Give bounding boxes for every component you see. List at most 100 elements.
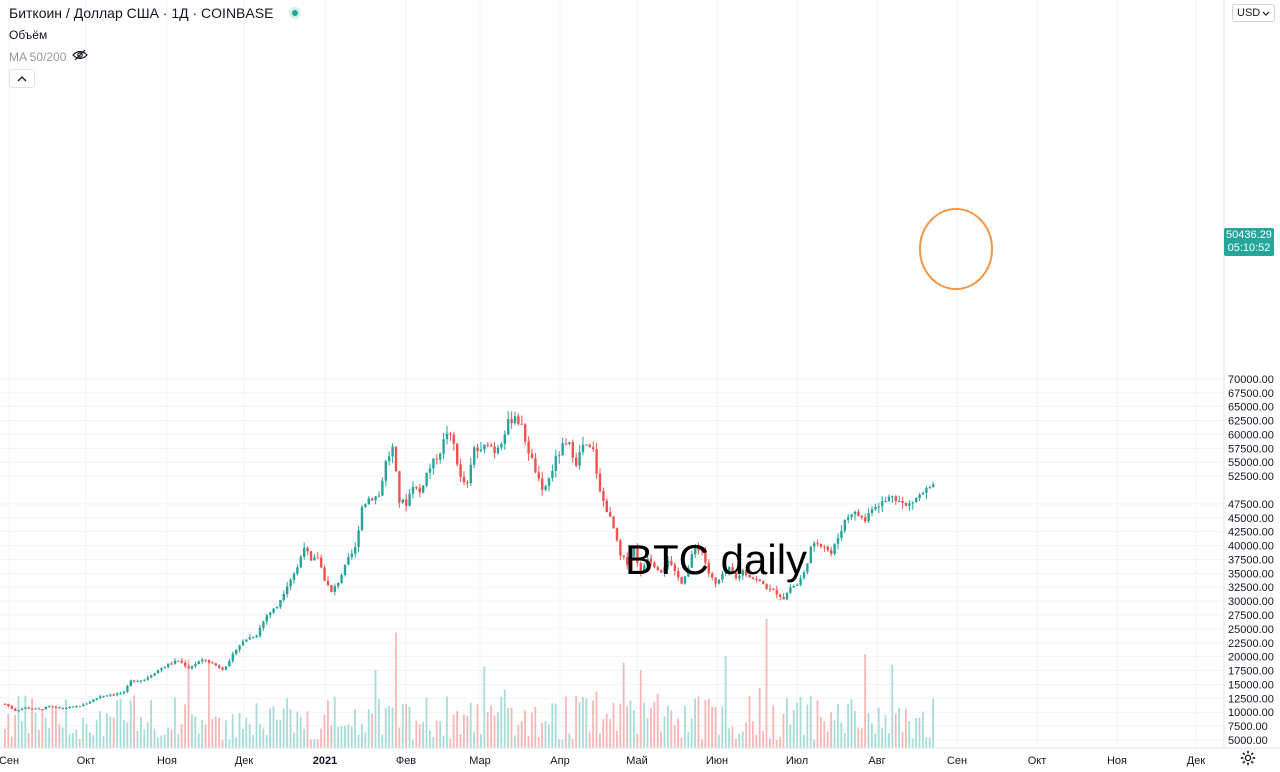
volume-bar	[718, 734, 720, 748]
volume-bar	[704, 700, 707, 748]
currency-selector[interactable]: USD	[1232, 4, 1276, 22]
candle-body	[782, 596, 785, 600]
volume-bar	[629, 700, 632, 748]
eye-crossed-icon[interactable]	[72, 49, 89, 64]
volume-bar	[524, 710, 526, 748]
candle-body	[160, 668, 163, 671]
candle-body	[347, 556, 350, 565]
volume-bar	[330, 725, 333, 748]
volume-bar	[843, 733, 846, 748]
candle-body	[473, 447, 476, 465]
volume-bar	[58, 723, 61, 748]
price-tick-label: 42500.00	[1228, 527, 1274, 539]
volume-bar	[286, 698, 288, 748]
volume-bar	[779, 737, 781, 748]
candle-body	[826, 546, 829, 551]
candle-body	[313, 557, 316, 561]
volume-bar	[126, 722, 129, 748]
volume-bar	[21, 721, 23, 748]
volume-bar	[320, 728, 322, 748]
candle-body	[401, 499, 404, 503]
candle-body	[167, 663, 170, 668]
candle-body	[37, 708, 41, 710]
market-open-icon	[289, 7, 302, 19]
candle-body	[887, 496, 891, 501]
price-tick-label: 37500.00	[1228, 554, 1274, 566]
candle-body	[309, 551, 313, 561]
time-tick-label: Дек	[235, 755, 254, 767]
volume-bar	[248, 724, 251, 748]
candle-body	[626, 557, 629, 565]
volume-bar	[102, 736, 105, 748]
volume-bar	[388, 706, 390, 748]
volume-bar	[38, 729, 40, 748]
volume-bar	[469, 702, 472, 748]
volume-indicator-label[interactable]: Объём	[9, 28, 48, 42]
volume-bar	[864, 654, 866, 748]
volume-bar	[619, 703, 622, 748]
price-tick-label: 57500.00	[1228, 443, 1274, 455]
candle-body	[884, 500, 887, 502]
candle-body	[908, 503, 911, 506]
volume-bar	[680, 737, 683, 748]
candle-body	[585, 444, 588, 446]
volume-bar	[344, 725, 346, 748]
volume-bar	[129, 700, 132, 748]
candle-body	[272, 608, 275, 613]
volume-bar	[483, 666, 486, 748]
candle-body	[245, 639, 248, 642]
price-scale[interactable]: 5000.00 7500.00 10000.00 12500.00 15000.0017…	[1228, 374, 1274, 747]
volume-bar	[72, 733, 74, 748]
volume-bar	[446, 696, 448, 748]
candle-body	[932, 484, 935, 488]
candle-body	[143, 679, 146, 681]
volume-bar	[758, 687, 761, 748]
candle-body	[874, 506, 877, 510]
volume-bar	[89, 732, 91, 748]
volume-bar	[459, 733, 462, 748]
symbol-title[interactable]: Биткоин / Доллар США · 1Д · COINBASE	[9, 5, 274, 21]
volume-bar	[527, 735, 530, 748]
volume-bar	[860, 728, 863, 748]
candle-body	[381, 480, 384, 496]
ma-indicator-label[interactable]: MA 50/200	[9, 49, 89, 64]
volume-bar	[340, 725, 343, 748]
candle-body	[248, 637, 251, 640]
volume-bar	[313, 739, 316, 748]
settings-gear-icon[interactable]	[1240, 750, 1256, 770]
collapse-legend-button[interactable]	[9, 69, 35, 88]
currency-label: USD	[1237, 7, 1261, 19]
volume-bar	[55, 706, 57, 748]
volume-bar	[269, 708, 271, 748]
candle-body	[541, 478, 544, 490]
volume-bar	[554, 703, 557, 748]
candle-body	[524, 424, 527, 442]
candle-body	[622, 555, 625, 558]
volume-bar	[296, 711, 299, 748]
candle-body	[520, 423, 523, 425]
volume-bar	[646, 718, 649, 748]
volume-bar	[235, 737, 237, 748]
price-tick-label: 27500.00	[1228, 610, 1274, 622]
volume-bar	[211, 719, 214, 748]
candle-body	[435, 458, 438, 460]
volume-bar	[456, 711, 458, 748]
volume-bar	[364, 732, 367, 748]
volume-bar	[174, 697, 176, 748]
volume-bar	[653, 702, 656, 748]
candle-body	[483, 444, 486, 450]
volume-bar	[327, 700, 329, 748]
candle-body	[683, 576, 687, 584]
candle-body	[632, 547, 636, 557]
time-scale[interactable]: Сен Окт Ноя Дек 2021 Фев Мар Апр Май Июн Июл Авг Сен…	[0, 755, 1205, 767]
volume-bar	[10, 736, 13, 748]
volume-bar	[558, 739, 560, 748]
candle-body	[806, 563, 809, 573]
price-tick-label: 35000.00	[1228, 568, 1274, 580]
volume-bar	[891, 664, 894, 748]
candle-body	[734, 573, 738, 579]
volume-bar	[391, 707, 394, 748]
volume-bar	[738, 733, 741, 748]
volume-bar	[354, 709, 356, 748]
